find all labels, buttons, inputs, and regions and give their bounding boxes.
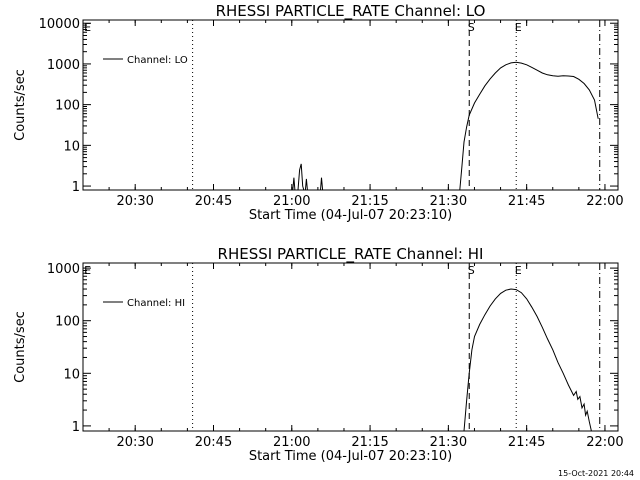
y-tick-label: 1000 <box>47 58 80 73</box>
series-line-channello <box>459 61 599 191</box>
x-tick-label: 21:30 <box>430 435 467 450</box>
x-tick-label: 20:30 <box>116 435 153 450</box>
plot-frame <box>82 262 619 432</box>
y-tick-label: 10000 <box>39 17 80 32</box>
marker-label-e: E <box>84 21 91 34</box>
chart-title: RHESSI PARTICLE_RATE Channel: LO <box>216 2 486 21</box>
panel-1: RHESSI PARTICLE_RATE Channel: LO 20:30 20:… <box>13 2 624 223</box>
x-tick-label: 21:45 <box>508 194 545 209</box>
panel-2: RHESSI PARTICLE_RATE Channel: HI 20:30 20:… <box>13 245 624 464</box>
series-line-channello <box>292 177 296 191</box>
x-tick-label: 21:00 <box>273 194 310 209</box>
plot-frame <box>82 19 619 191</box>
marker-label-e: E <box>515 21 522 34</box>
series-line-channello <box>320 177 324 191</box>
x-tick-label: 22:00 <box>586 194 623 209</box>
x-tick-label: 21:15 <box>351 435 388 450</box>
x-tick-label: 21:45 <box>508 435 545 450</box>
marker-label-e: E <box>84 264 91 277</box>
series-line-channello <box>297 163 305 191</box>
marker-label-s: S <box>468 21 475 34</box>
chart-title: RHESSI PARTICLE_RATE Channel: HI <box>218 245 484 264</box>
y-tick-label: 10 <box>63 139 80 154</box>
series-line-channelhi <box>463 288 592 432</box>
y-tick-label: 1000 <box>47 262 80 277</box>
x-axis-label: Start Time (04-Jul-07 20:23:10) <box>249 449 452 464</box>
y-tick-label: 100 <box>55 315 80 330</box>
x-tick-label: 21:00 <box>273 435 310 450</box>
x-tick-label: 20:45 <box>195 194 232 209</box>
x-tick-label: 20:30 <box>116 194 153 209</box>
marker-label-s: S <box>468 264 475 277</box>
x-tick-label: 20:45 <box>195 435 232 450</box>
timestamp: 15-Oct-2021 20:44 <box>558 469 634 478</box>
y-tick-label: 100 <box>55 99 80 114</box>
x-axis-label: Start Time (04-Jul-07 20:23:10) <box>249 208 452 223</box>
y-tick-label: 1 <box>72 420 80 435</box>
x-tick-label: 21:30 <box>430 194 467 209</box>
series-line-channello <box>304 178 308 191</box>
marker-label-e: E <box>515 264 522 277</box>
x-tick-label: 21:15 <box>351 194 388 209</box>
x-tick-label: 22:00 <box>586 435 623 450</box>
y-axis-label: Counts/sec <box>13 69 28 141</box>
legend-label: Channel: LO <box>127 55 188 66</box>
y-tick-label: 1 <box>72 180 80 195</box>
y-axis-label: Counts/sec <box>13 311 28 383</box>
legend-label: Channel: HI <box>127 298 185 309</box>
y-tick-label: 10 <box>63 367 80 382</box>
